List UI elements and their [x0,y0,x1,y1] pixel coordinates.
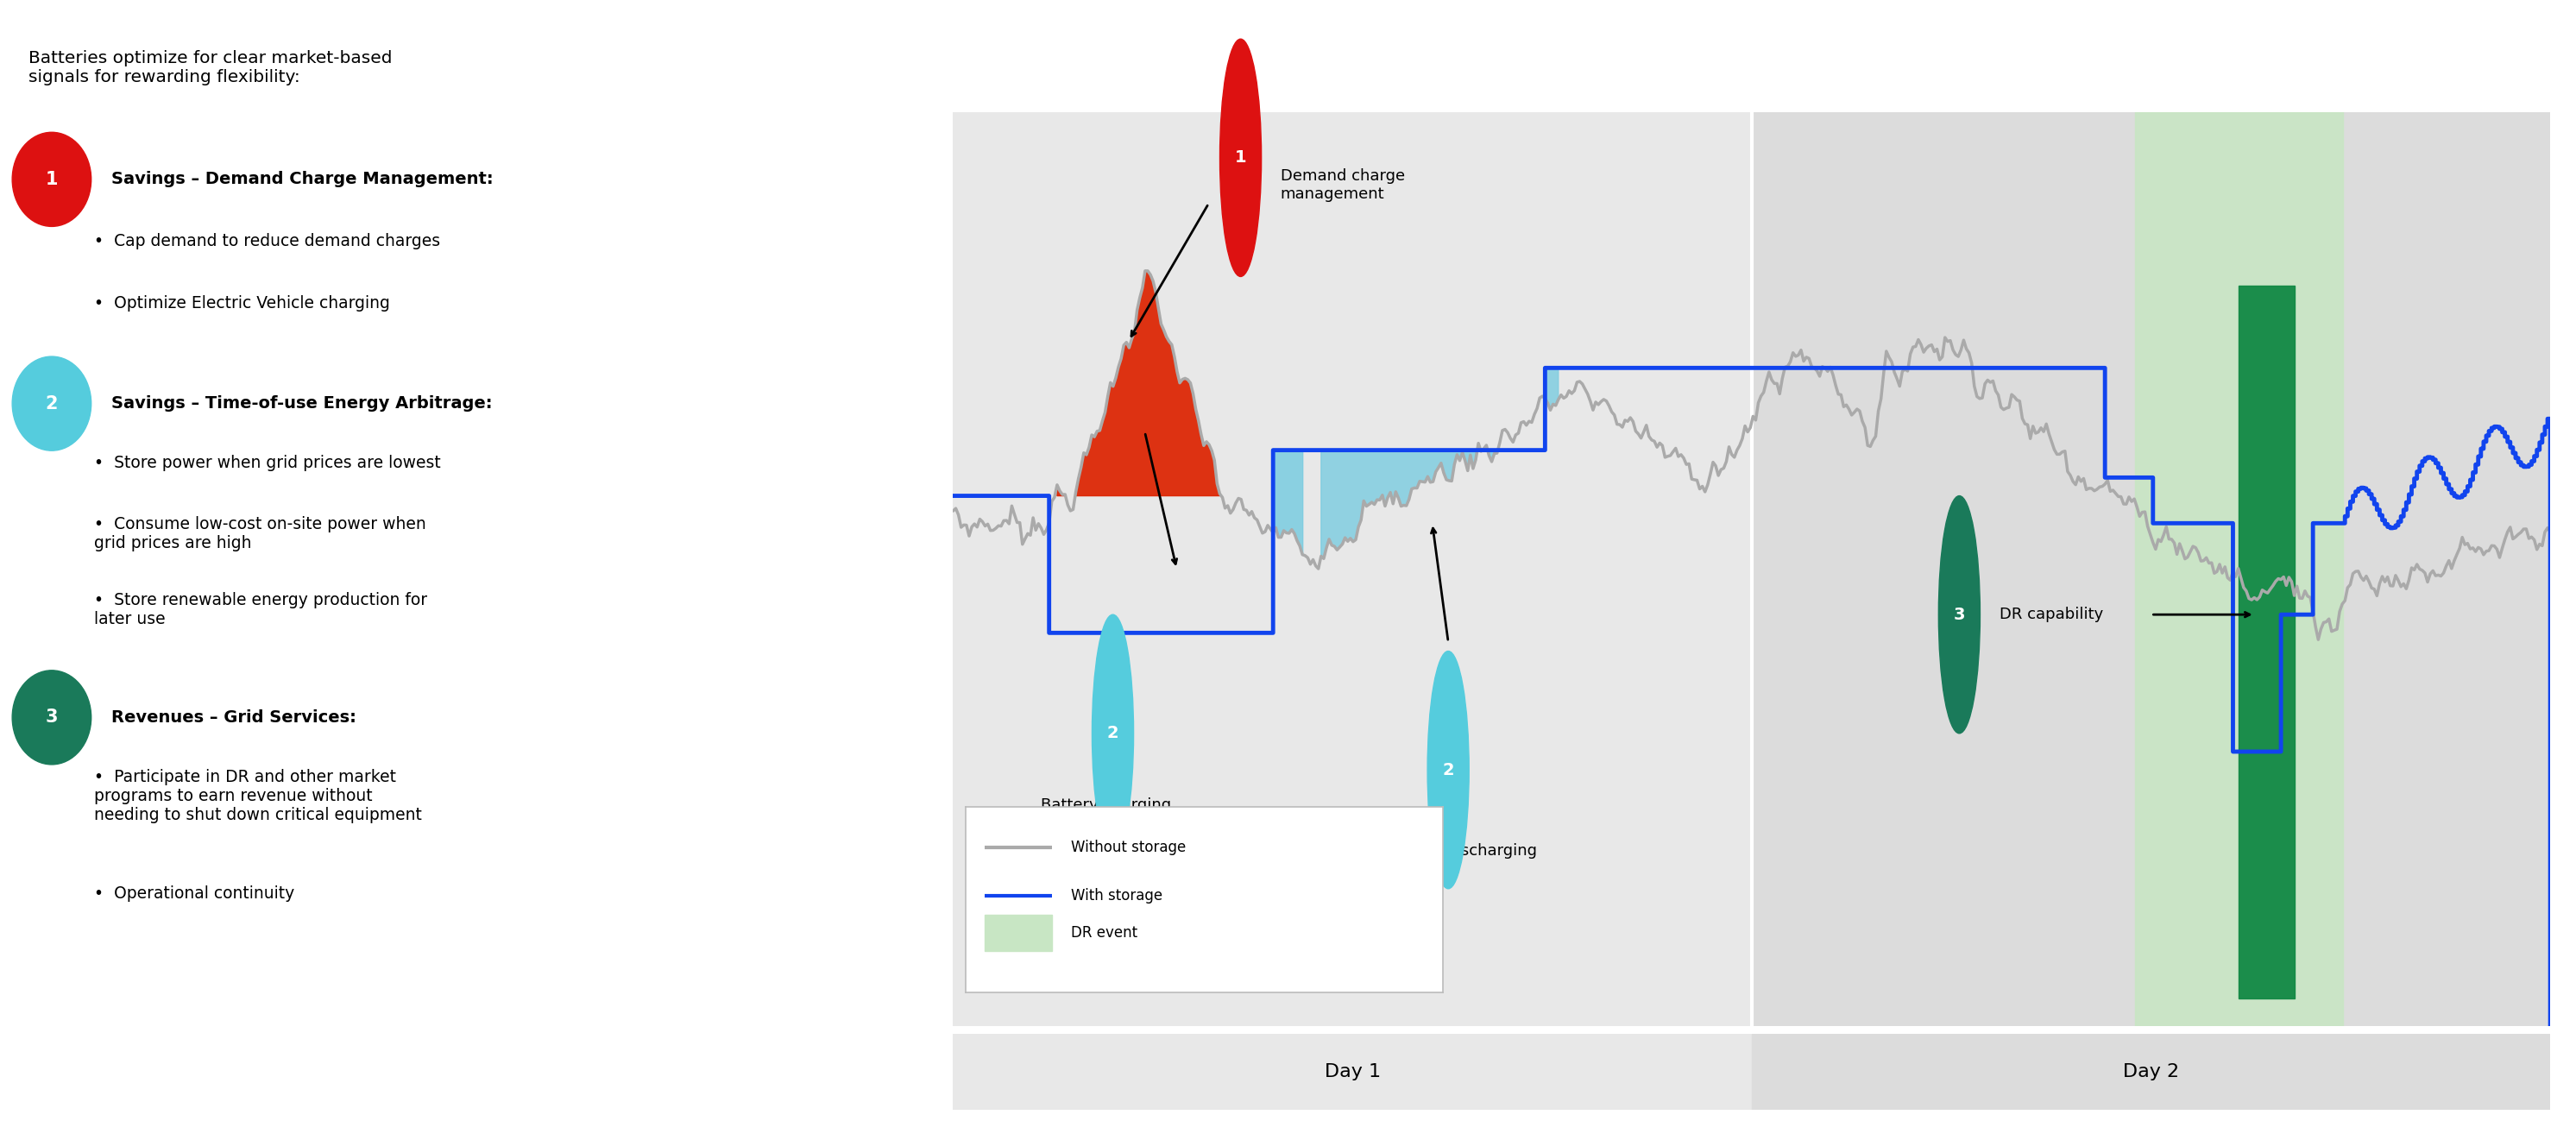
Text: •  Optimize Electric Vehicle charging: • Optimize Electric Vehicle charging [93,295,389,312]
Bar [1752,1034,2550,1110]
Bar [2136,112,2342,1026]
Text: •  Store power when grid prices are lowest: • Store power when grid prices are lowes… [93,455,440,472]
Text: •  Cap demand to reduce demand charges: • Cap demand to reduce demand charges [93,233,440,250]
Text: Day 2: Day 2 [2123,1063,2179,1081]
Circle shape [1427,651,1468,889]
Text: 2: 2 [1443,761,1453,778]
Bar [953,1034,1752,1110]
Text: •  Consume low-cost on-site power when
grid prices are high: • Consume low-cost on-site power when gr… [93,516,425,552]
Text: •  Participate in DR and other market
programs to earn revenue without
needing t: • Participate in DR and other market pro… [93,769,422,823]
Text: DR event: DR event [1072,925,1139,941]
Circle shape [13,356,90,451]
Text: 2: 2 [1108,725,1118,742]
Bar [1752,112,2550,1026]
Text: •  Operational continuity: • Operational continuity [93,886,294,902]
Bar [953,112,1752,1026]
Text: 1: 1 [1234,149,1247,166]
Text: 2: 2 [46,395,59,413]
Text: Day 1: Day 1 [1324,1063,1381,1081]
Text: Savings – Demand Charge Management:: Savings – Demand Charge Management: [111,172,492,187]
Circle shape [13,132,90,226]
Circle shape [1092,614,1133,852]
Text: With storage: With storage [1072,888,1162,904]
Text: Batteries optimize for clear market-based
signals for rewarding flexibility:: Batteries optimize for clear market-base… [28,50,392,86]
Text: Battery discharging
on-peak: Battery discharging on-peak [1383,843,1538,877]
Text: Example Facility Load Profile: Example Facility Load Profile [1607,50,1896,71]
Text: •  Store renewable energy production for
later use: • Store renewable energy production for … [93,592,428,628]
Text: Revenues – Grid Services:: Revenues – Grid Services: [111,710,355,725]
Text: 3: 3 [1953,606,1965,623]
Text: Savings – Time-of-use Energy Arbitrage:: Savings – Time-of-use Energy Arbitrage: [111,396,492,411]
Text: Battery charging
off-peak: Battery charging off-peak [1041,797,1172,831]
Bar [2239,286,2295,999]
Text: DR capability: DR capability [1999,606,2102,622]
Circle shape [1221,39,1262,277]
Text: 1: 1 [46,170,59,188]
Circle shape [1940,495,1981,733]
Text: 3: 3 [46,708,59,726]
Circle shape [13,670,90,765]
Bar [984,915,1051,952]
Text: Without storage: Without storage [1072,840,1185,855]
Text: Demand charge
management: Demand charge management [1280,168,1404,202]
